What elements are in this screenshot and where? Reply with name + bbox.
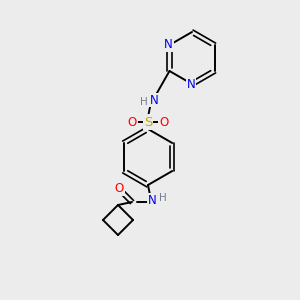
Text: N: N — [187, 77, 195, 91]
Text: H: H — [140, 97, 148, 107]
Text: S: S — [144, 116, 152, 128]
Text: N: N — [148, 194, 156, 206]
Text: O: O — [159, 116, 169, 128]
Text: H: H — [159, 193, 167, 203]
Text: O: O — [114, 182, 124, 196]
Text: O: O — [128, 116, 136, 128]
Text: N: N — [164, 38, 173, 52]
Text: N: N — [150, 94, 158, 106]
